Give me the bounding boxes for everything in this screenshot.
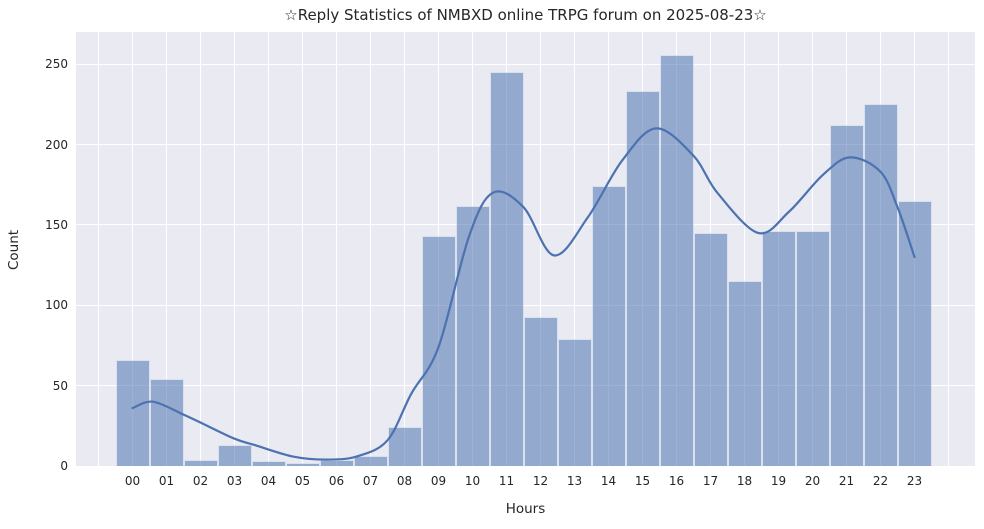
histogram-bar xyxy=(421,236,456,466)
h-gridline xyxy=(76,465,975,467)
v-gridline xyxy=(234,32,235,466)
y-tick-label: 100 xyxy=(45,298,68,313)
plot-area xyxy=(76,32,975,467)
v-gridline xyxy=(744,32,745,466)
v-gridline xyxy=(268,32,269,466)
histogram-bar xyxy=(115,359,150,466)
histogram-bar xyxy=(897,200,932,466)
chart-title: ☆Reply Statistics of NMBXD online TRPG f… xyxy=(284,6,767,24)
histogram-bar xyxy=(795,231,830,466)
histogram-bar xyxy=(523,316,558,466)
v-gridline xyxy=(166,32,167,466)
v-gridline xyxy=(404,32,405,466)
histogram-bar xyxy=(285,462,320,466)
y-tick-label: 150 xyxy=(45,217,68,232)
x-tick-label: 22 xyxy=(872,474,889,488)
h-gridline xyxy=(76,63,975,65)
x-tick-label: 01 xyxy=(158,474,175,488)
x-tick-label: 12 xyxy=(532,474,549,488)
v-gridline xyxy=(948,32,949,466)
x-tick-label: 16 xyxy=(668,474,685,488)
y-tick-label: 50 xyxy=(52,378,68,393)
histogram-bar xyxy=(625,91,660,466)
x-tick-label: 19 xyxy=(770,474,787,488)
h-gridline xyxy=(76,224,975,226)
y-axis-label: Count xyxy=(6,229,22,271)
histogram-bar xyxy=(353,456,388,466)
x-tick-label: 02 xyxy=(192,474,209,488)
v-gridline xyxy=(200,32,201,466)
x-tick-label: 04 xyxy=(260,474,277,488)
x-tick-label: 08 xyxy=(396,474,413,488)
x-tick-label: 09 xyxy=(430,474,447,488)
v-gridline xyxy=(574,32,575,466)
histogram-bar xyxy=(489,72,524,466)
x-tick-label: 05 xyxy=(294,474,311,488)
h-gridline xyxy=(76,304,975,306)
histogram-bar xyxy=(829,125,864,466)
v-gridline xyxy=(302,32,303,466)
x-tick-label: 20 xyxy=(804,474,821,488)
histogram-bar xyxy=(455,205,490,466)
histogram-bar xyxy=(557,339,592,466)
x-axis-label: Hours xyxy=(505,501,546,517)
x-tick-label: 10 xyxy=(464,474,481,488)
x-tick-label: 03 xyxy=(226,474,243,488)
x-tick-label: 23 xyxy=(906,474,923,488)
x-tick-label: 15 xyxy=(634,474,651,488)
h-gridline xyxy=(76,144,975,146)
histogram-bar xyxy=(761,231,796,466)
x-tick-label: 17 xyxy=(702,474,719,488)
x-tick-label: 00 xyxy=(124,474,141,488)
x-tick-label: 06 xyxy=(328,474,345,488)
histogram-bar xyxy=(727,281,762,466)
kde-line xyxy=(131,127,916,461)
histogram-bar xyxy=(659,54,694,466)
histogram-bar xyxy=(693,232,728,466)
v-gridline xyxy=(370,32,371,466)
v-gridline xyxy=(540,32,541,466)
y-tick-label: 200 xyxy=(45,137,68,152)
histogram-bar xyxy=(149,379,184,466)
x-tick-label: 21 xyxy=(838,474,855,488)
histogram-bar xyxy=(217,445,252,466)
x-tick-label: 07 xyxy=(362,474,379,488)
histogram-bar xyxy=(183,459,218,466)
v-gridline xyxy=(336,32,337,466)
v-gridline xyxy=(98,32,99,466)
y-tick-label: 0 xyxy=(60,459,68,473)
v-gridline xyxy=(132,32,133,466)
x-tick-label: 14 xyxy=(600,474,617,488)
x-tick-label: 11 xyxy=(498,474,515,488)
histogram-bar xyxy=(251,461,286,466)
x-tick-label: 18 xyxy=(736,474,753,488)
histogram-bar xyxy=(591,186,626,466)
histogram-bar xyxy=(863,104,898,466)
y-tick-label: 250 xyxy=(45,57,68,72)
x-tick-label: 13 xyxy=(566,474,583,488)
